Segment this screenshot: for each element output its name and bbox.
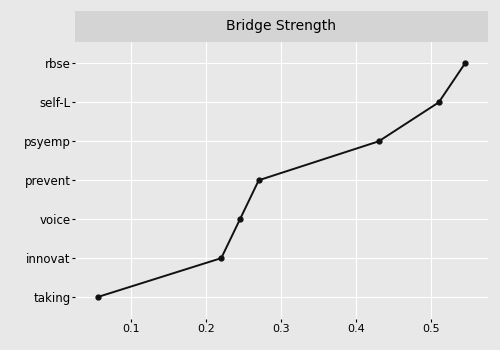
Text: Bridge Strength: Bridge Strength — [226, 19, 336, 33]
